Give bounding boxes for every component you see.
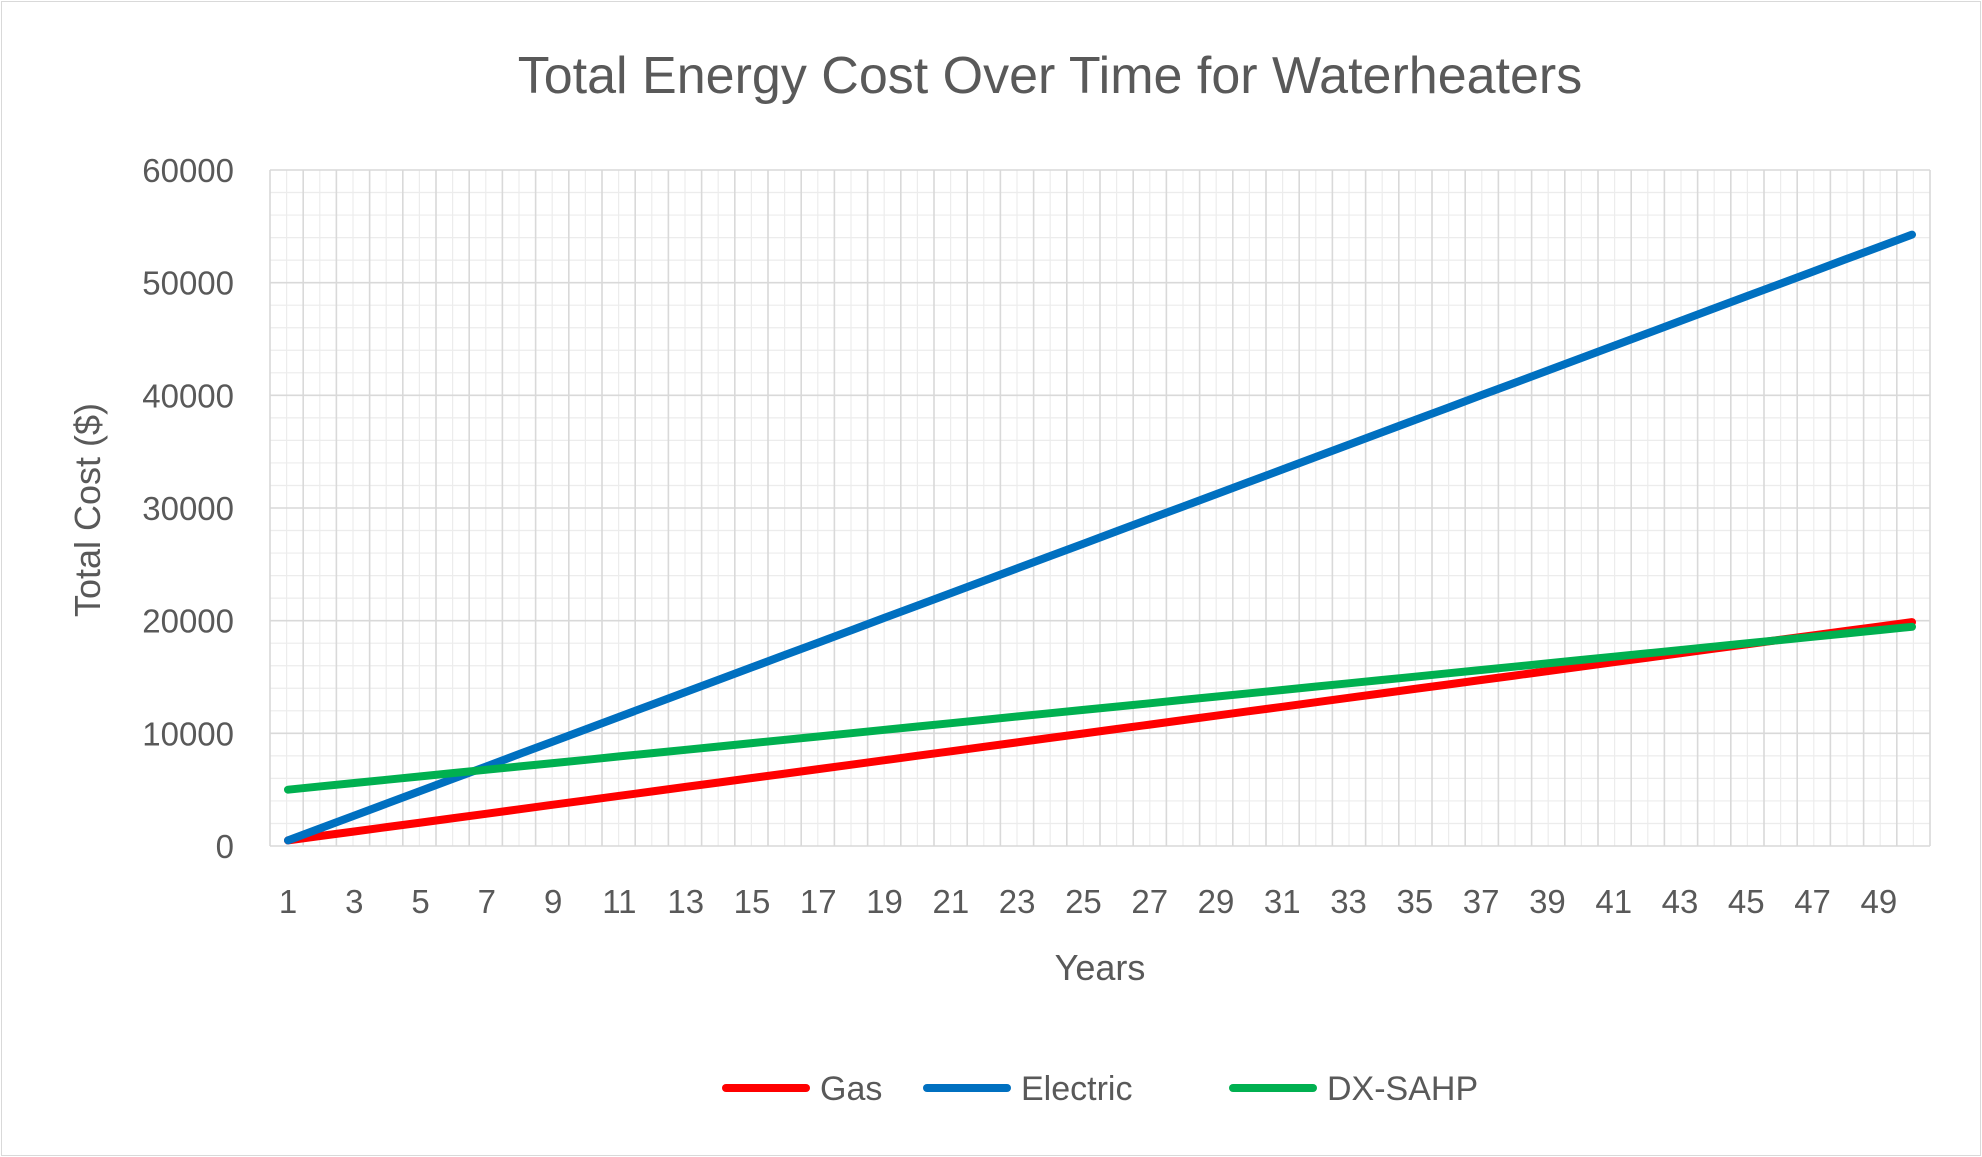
x-tick-label: 33 [1330,883,1367,920]
x-axis-label: Years [1055,947,1146,988]
x-tick-label: 29 [1198,883,1235,920]
y-tick-label: 30000 [142,490,234,527]
y-tick-label: 60000 [142,152,234,189]
x-tick-label: 45 [1728,883,1765,920]
y-tick-label: 0 [216,828,234,865]
legend-label-electric: Electric [1021,1070,1132,1108]
x-tick-label: 41 [1595,883,1632,920]
x-tick-label: 39 [1529,883,1566,920]
x-tick-label: 25 [1065,883,1102,920]
series-line-electric [284,230,1916,845]
y-axis-label: Total Cost ($) [67,403,108,617]
x-tick-label: 11 [602,883,636,920]
x-tick-label: 5 [411,883,429,920]
chart-title: Total Energy Cost Over Time for Waterhea… [518,47,1582,105]
x-tick-label: 7 [478,883,496,920]
legend: Gas Electric DX-SAHP [722,1070,1478,1108]
y-tick-label: 20000 [142,603,234,640]
major-gridlines [269,169,1931,847]
x-axis-tick-labels: 1 3 5 7 9 11 13 15 17 19 21 23 25 27 29 31 33 35 37 39 41 43 4… [279,883,1897,920]
legend-label-dx-sahp: DX-SAHP [1327,1070,1478,1108]
series-lines [284,230,1916,845]
x-tick-label: 27 [1131,883,1168,920]
y-tick-label: 40000 [142,377,234,414]
x-tick-label: 31 [1264,883,1301,920]
x-tick-label: 21 [932,883,969,920]
x-tick-label: 15 [734,883,771,920]
x-tick-label: 49 [1860,883,1897,920]
x-tick-label: 9 [544,883,562,920]
y-tick-label: 10000 [142,715,234,752]
y-axis-tick-labels: 0 10000 20000 30000 40000 50000 60000 [142,152,234,865]
x-tick-label: 23 [999,883,1036,920]
series-line-gas [284,618,1916,845]
x-tick-label: 3 [345,883,363,920]
y-tick-label: 50000 [142,265,234,302]
series-line-dx-sahp [284,622,1916,794]
x-tick-label: 37 [1463,883,1500,920]
legend-label-gas: Gas [820,1070,882,1108]
x-tick-label: 47 [1794,883,1831,920]
x-tick-label: 1 [279,883,297,920]
x-tick-label: 19 [866,883,903,920]
x-tick-label: 13 [667,883,704,920]
x-tick-label: 35 [1396,883,1433,920]
x-tick-label: 43 [1662,883,1699,920]
x-tick-label: 17 [800,883,837,920]
